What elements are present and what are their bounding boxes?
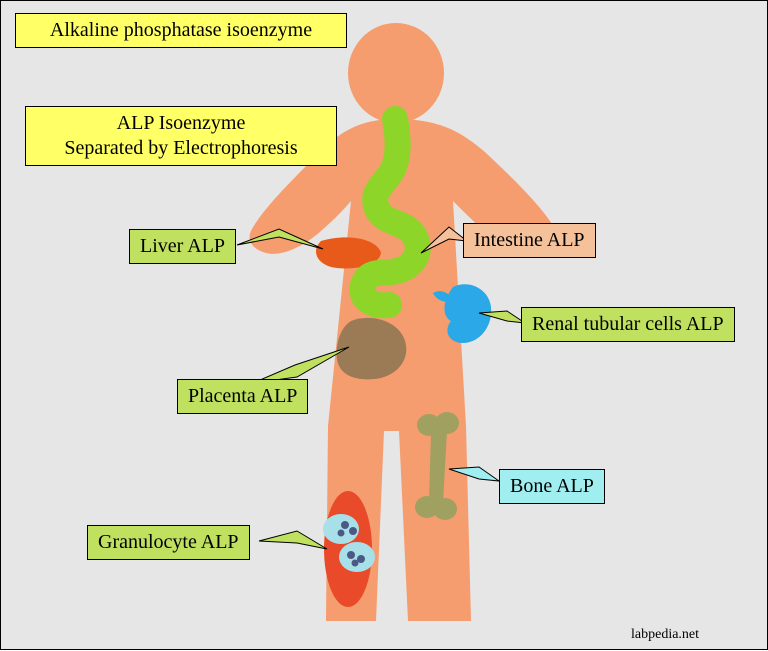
subtitle-box: ALP Isoenzyme Separated by Electrophores… <box>25 106 337 166</box>
liver-label: Liver ALP <box>129 229 236 264</box>
credit-text: labpedia.net <box>631 627 699 643</box>
placenta-label: Placenta ALP <box>177 379 308 414</box>
diagram-canvas: Alkaline phosphatase isoenzyme ALP Isoen… <box>0 0 768 650</box>
intestine-label: Intestine ALP <box>463 223 596 258</box>
granulocyte-label: Granulocyte ALP <box>87 525 250 560</box>
title-box: Alkaline phosphatase isoenzyme <box>15 13 347 48</box>
renal-label: Renal tubular cells ALP <box>521 307 735 342</box>
bone-label: Bone ALP <box>499 469 605 504</box>
